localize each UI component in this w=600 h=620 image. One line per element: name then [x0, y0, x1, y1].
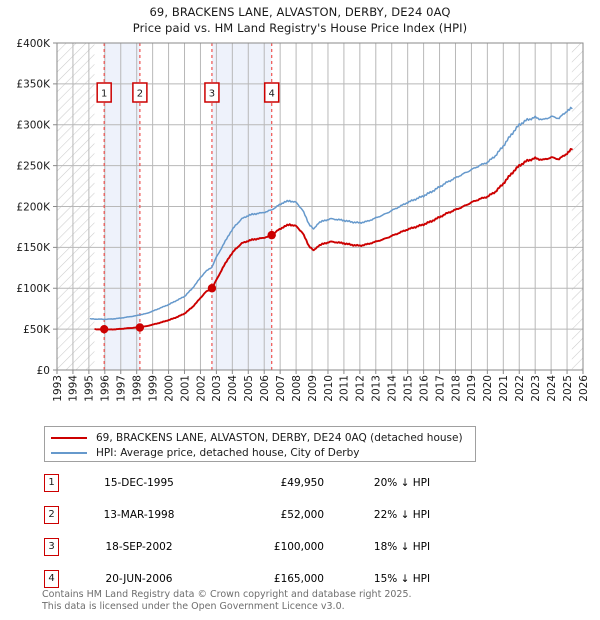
x-tick-label-2026: 2026 — [578, 375, 590, 402]
row-sale-date: 13-MAR-1998 — [103, 509, 175, 521]
row-badge-number: 4 — [44, 570, 59, 588]
marker-badge-label-2: 2 — [137, 89, 143, 100]
price-point-3[interactable] — [207, 284, 217, 293]
row-hpi-delta: 22% ↓ HPI — [373, 509, 431, 521]
x-tick-label-2023: 2023 — [530, 375, 542, 402]
x-tick-label-2006: 2006 — [259, 375, 271, 402]
x-tick-label-1993: 1993 — [52, 375, 64, 402]
chart-legend: 69, BRACKENS LANE, ALVASTON, DERBY, DE24… — [44, 426, 476, 462]
title-line-address: 69, BRACKENS LANE, ALVASTON, DERBY, DE24… — [149, 5, 451, 19]
legend-item-price-paid: 69, BRACKENS LANE, ALVASTON, DERBY, DE24… — [51, 430, 475, 445]
x-tick-label-2017: 2017 — [434, 375, 446, 402]
legend-swatch-hpi — [51, 451, 87, 454]
x-tick-label-1996: 1996 — [100, 375, 112, 402]
x-tick-label-1994: 1994 — [68, 375, 80, 402]
x-tick-label-2024: 2024 — [546, 375, 558, 402]
x-tick-label-2015: 2015 — [402, 375, 414, 402]
y-tick-label-2: £100K — [16, 283, 51, 295]
row-sale-price: £52,000 — [280, 509, 324, 521]
marker-badge-box-3[interactable] — [204, 82, 220, 103]
price-point-4[interactable] — [267, 230, 276, 240]
row-sale-date: 20-JUN-2006 — [105, 573, 173, 585]
x-tick-label-2002: 2002 — [195, 375, 207, 402]
row-hpi-delta: 18% ↓ HPI — [373, 541, 431, 553]
row-badge-number: 1 — [44, 474, 59, 492]
x-tick-label-2014: 2014 — [387, 375, 399, 402]
row-badge-number: 2 — [44, 506, 59, 524]
x-tick-label-1995: 1995 — [84, 375, 96, 402]
page-title: 69, BRACKENS LANE, ALVASTON, DERBY, DE24… — [0, 4, 600, 36]
x-tick-label-2007: 2007 — [275, 375, 287, 402]
data-series-group — [89, 106, 573, 331]
row-hpi-delta: 20% ↓ HPI — [373, 477, 431, 489]
x-tick-label-2010: 2010 — [323, 375, 335, 402]
table-row[interactable]: 1 15-DEC-1995 £49,950 20% ↓ HPI — [44, 472, 514, 494]
row-badge-number: 3 — [44, 538, 59, 556]
x-tick-label-2020: 2020 — [482, 375, 494, 402]
x-tick-label-2021: 2021 — [498, 375, 510, 402]
x-tick-label-2016: 2016 — [418, 375, 430, 402]
legend-label-hpi: HPI: Average price, detached house, City… — [96, 446, 360, 459]
marker-badge-box-4[interactable] — [263, 82, 280, 103]
x-tick-label-1998: 1998 — [131, 375, 143, 402]
marker-badge-label-3: 3 — [209, 89, 215, 100]
series-line-price-paid — [94, 148, 573, 331]
transactions-table: 1 15-DEC-1995 £49,950 20% ↓ HPI 2 13-MAR-1998… — [44, 472, 514, 600]
title-line-subtitle: Price paid vs. HM Land Registry's House … — [132, 21, 468, 35]
legend-swatch-price-paid — [51, 436, 87, 439]
x-tick-label-2012: 2012 — [355, 375, 367, 402]
table-row[interactable]: 4 20-JUN-2006 £165,000 15% ↓ HPI — [44, 568, 514, 590]
x-tick-label-2001: 2001 — [179, 375, 191, 402]
x-axis-tick-labels: 1993 1994 1995 1996 1997 1998 1999 2000 2001 2002… — [52, 370, 590, 402]
y-tick-label-8: £400K — [16, 38, 51, 50]
x-tick-label-2000: 2000 — [163, 375, 175, 402]
row-sale-price: £100,000 — [273, 541, 324, 553]
price-point-1[interactable] — [99, 324, 109, 334]
x-tick-label-2018: 2018 — [450, 375, 462, 402]
marker-badge-box-1[interactable] — [96, 82, 112, 103]
x-tick-label-2013: 2013 — [371, 375, 383, 402]
x-tick-label-1999: 1999 — [147, 375, 159, 402]
row-hpi-delta: 15% ↓ HPI — [373, 573, 431, 585]
y-tick-label-5: £250K — [16, 160, 51, 172]
footer-line-copyright: Contains HM Land Registry data © Crown c… — [42, 589, 412, 600]
legend-label-price-paid: 69, BRACKENS LANE, ALVASTON, DERBY, DE24… — [96, 431, 463, 444]
x-tick-label-2011: 2011 — [339, 375, 351, 402]
x-tick-label-1997: 1997 — [116, 375, 128, 402]
x-tick-label-2003: 2003 — [211, 375, 223, 402]
y-tick-label-4: £200K — [16, 201, 51, 213]
marker-badge-box-2[interactable] — [132, 82, 148, 103]
x-tick-label-2022: 2022 — [514, 375, 526, 402]
chart-canvas: £0 £50K £100K £150K £200K £250K £300K £350K £400… — [16, 38, 590, 402]
y-tick-label-7: £350K — [16, 79, 51, 91]
y-axis-tick-labels: £0 £50K £100K £150K £200K £250K £300K £350K £400… — [16, 38, 57, 377]
footer-attribution: Contains HM Land Registry data © Crown c… — [42, 589, 582, 612]
footer-line-licence: This data is licensed under the Open Gov… — [42, 600, 345, 612]
series-line-hpi — [89, 106, 573, 321]
row-sale-date: 15-DEC-1995 — [104, 477, 174, 489]
x-tick-label-2009: 2009 — [307, 375, 319, 402]
y-tick-label-6: £300K — [16, 120, 51, 132]
x-tick-label-2004: 2004 — [227, 375, 239, 402]
x-tick-label-2005: 2005 — [243, 375, 255, 402]
row-sale-price: £165,000 — [273, 573, 324, 585]
marker-badge-label-1: 1 — [101, 89, 107, 100]
transaction-price-dots — [99, 230, 276, 334]
y-tick-label-3: £150K — [16, 242, 51, 254]
table-row[interactable]: 2 13-MAR-1998 £52,000 22% ↓ HPI — [44, 504, 514, 526]
transaction-marker-badges: 1 2 3 4 — [96, 82, 280, 103]
x-tick-label-2019: 2019 — [466, 375, 478, 402]
table-row[interactable]: 3 18-SEP-2002 £100,000 18% ↓ HPI — [44, 536, 514, 558]
y-tick-label-1: £50K — [23, 324, 51, 336]
price-point-2[interactable] — [135, 323, 145, 332]
plot-border — [56, 42, 584, 371]
y-tick-label-0: £0 — [37, 365, 50, 377]
legend-item-hpi: HPI: Average price, detached house, City… — [51, 445, 475, 460]
row-sale-date: 18-SEP-2002 — [105, 541, 173, 553]
marker-badge-label-4: 4 — [269, 89, 275, 100]
x-tick-label-2025: 2025 — [562, 375, 574, 402]
x-tick-label-2008: 2008 — [291, 375, 303, 402]
row-sale-price: £49,950 — [280, 477, 324, 489]
